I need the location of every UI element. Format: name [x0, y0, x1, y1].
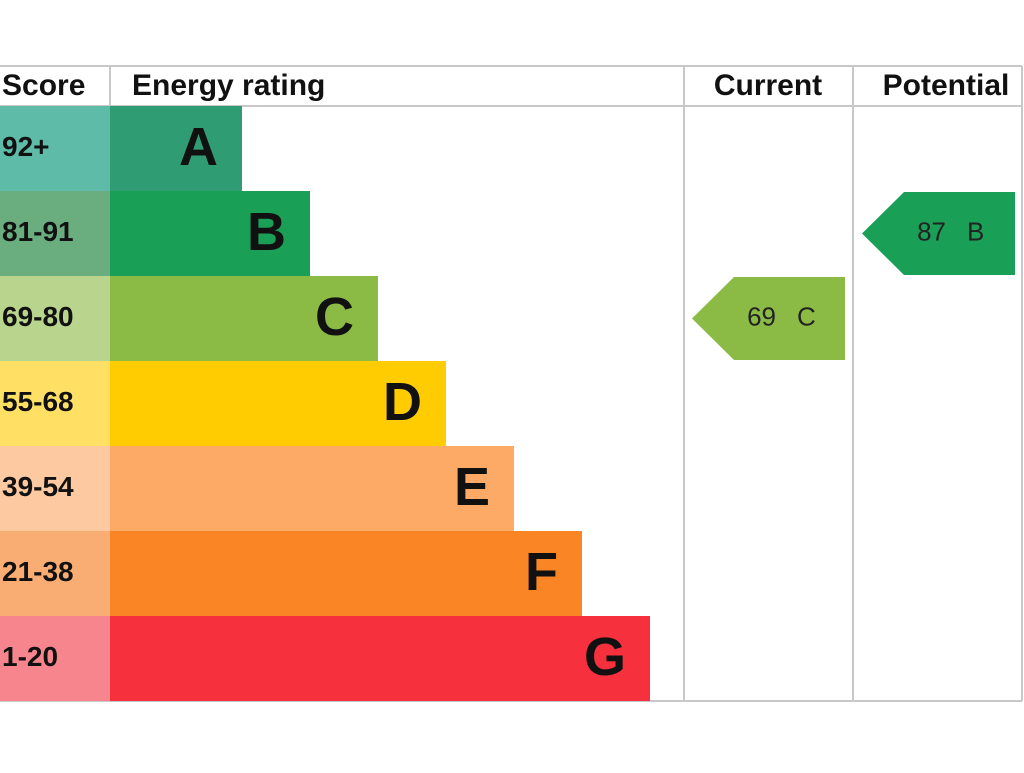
rating-letter: E [454, 457, 490, 517]
current-letter: C [797, 301, 816, 331]
score-label: 81-91 [2, 216, 74, 247]
score-cell [0, 106, 110, 191]
score-label: 21-38 [2, 556, 74, 587]
score-label: 92+ [2, 131, 50, 162]
rating-letter: D [383, 372, 422, 432]
rating-bar [110, 106, 242, 191]
rating-letter: A [179, 117, 218, 177]
current-header: Current [714, 69, 822, 102]
current-value: 69 [747, 301, 776, 331]
rating-letter: G [584, 627, 626, 687]
score-cell [0, 276, 110, 361]
score-label: 69-80 [2, 301, 74, 332]
rating-bar [110, 446, 514, 531]
score-header: Score [2, 69, 85, 102]
rating-letter: F [525, 542, 558, 602]
score-label: 55-68 [2, 386, 74, 417]
score-cell [0, 361, 110, 446]
rating-bar [110, 531, 582, 616]
potential-header: Potential [883, 69, 1010, 102]
rating-bar [110, 361, 446, 446]
rating-letter: C [315, 287, 354, 347]
score-cell [0, 446, 110, 531]
rating-bar [110, 191, 310, 276]
rating-letter: B [247, 202, 286, 262]
score-cell [0, 616, 110, 701]
potential-letter: B [967, 216, 984, 246]
potential-arrow [862, 192, 1015, 275]
score-cell [0, 531, 110, 616]
rating-bar [110, 276, 378, 361]
score-cell [0, 191, 110, 276]
score-label: 1-20 [2, 641, 58, 672]
rating-bar [110, 616, 650, 701]
score-label: 39-54 [2, 471, 74, 502]
potential-value: 87 [917, 216, 946, 246]
rating-header: Energy rating [132, 69, 325, 102]
current-arrow [692, 277, 845, 360]
